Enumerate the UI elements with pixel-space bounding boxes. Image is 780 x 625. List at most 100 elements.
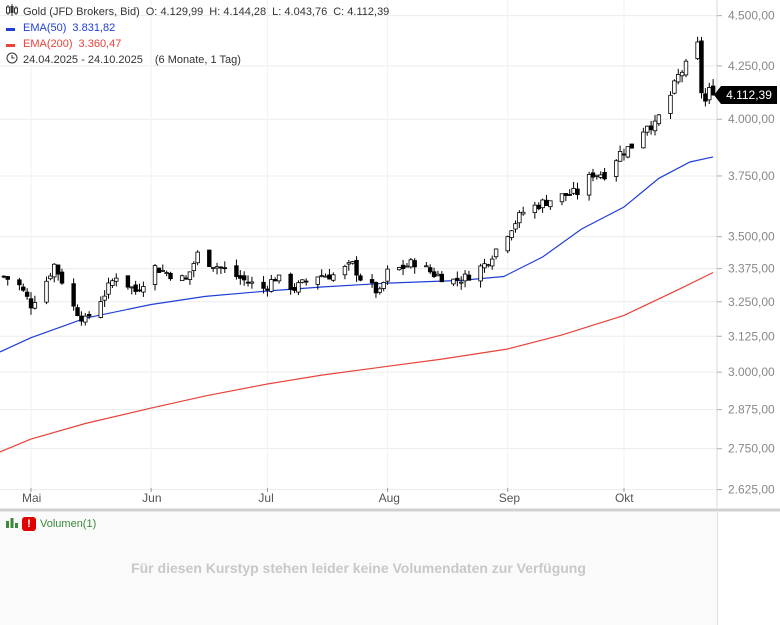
- candle: [617, 145, 623, 162]
- candle: [156, 267, 162, 273]
- candle: [699, 36, 704, 99]
- legend-period-row: 24.04.2025 - 24.10.2025 (6 Monate, 1 Tag…: [6, 52, 389, 68]
- open-value: 4.129,99: [160, 6, 204, 18]
- y-tick-label: 3.000,00: [728, 365, 775, 379]
- candle-body: [241, 275, 247, 281]
- candle-body: [614, 160, 619, 177]
- x-tick-label: Aug: [379, 491, 400, 505]
- candle: [648, 120, 654, 135]
- candle: [703, 88, 708, 107]
- candle: [300, 279, 305, 284]
- candle-body: [28, 298, 34, 309]
- ema200-swatch: [6, 44, 15, 47]
- candle-body: [478, 265, 483, 282]
- candle-body: [207, 249, 212, 267]
- ema200-value: 3.360,47: [78, 38, 122, 50]
- candle: [44, 276, 49, 305]
- candle: [590, 168, 596, 182]
- candle-body: [52, 263, 57, 278]
- candle-body: [602, 171, 607, 180]
- candle: [17, 277, 22, 291]
- candle: [327, 268, 332, 280]
- candlestick-series[interactable]: [1, 36, 716, 326]
- ema50-swatch: [6, 28, 15, 31]
- candle-body: [629, 143, 634, 149]
- high-value: 4.144,28: [223, 6, 267, 18]
- candle-body: [377, 288, 383, 293]
- candle-body: [137, 289, 142, 292]
- exclamation-icon[interactable]: !: [22, 517, 36, 531]
- candle-body: [296, 282, 301, 293]
- candle: [315, 276, 321, 290]
- candle: [303, 278, 309, 286]
- candle-body: [648, 125, 654, 131]
- low-label: L:: [272, 6, 282, 18]
- candle: [625, 146, 631, 159]
- candle-body: [17, 279, 22, 286]
- candle: [536, 202, 541, 211]
- candle-body: [187, 271, 193, 280]
- candle-body: [672, 80, 677, 94]
- candle-body: [373, 282, 379, 294]
- candle-body: [548, 200, 553, 208]
- candle-body: [160, 269, 165, 272]
- candle-body: [400, 264, 406, 269]
- candle: [79, 311, 84, 326]
- candle: [110, 278, 115, 289]
- candle: [412, 258, 417, 274]
- candle-body: [385, 268, 390, 282]
- candle-body: [559, 193, 565, 203]
- candle-body: [563, 193, 569, 196]
- candle: [377, 286, 383, 295]
- candle-body: [381, 282, 386, 289]
- price-chart[interactable]: Mai Jun Jul Aug Sep Okt 4.500,00 4.250,00 4.000…: [0, 0, 780, 512]
- candle: [71, 278, 76, 311]
- candle: [486, 263, 491, 268]
- instrument-name: Gold (JFD Brokers, Bid): [23, 6, 140, 18]
- candle: [59, 268, 65, 285]
- candle: [133, 280, 138, 295]
- candle-body: [191, 263, 196, 272]
- candle: [614, 159, 619, 182]
- legend-ema50-row[interactable]: EMA(50) 3.831,82: [6, 20, 389, 36]
- candle-body: [48, 275, 53, 280]
- bar-chart-icon: [6, 517, 18, 531]
- candle-body: [98, 301, 103, 318]
- candle: [98, 296, 103, 319]
- volume-header[interactable]: ! Volumen(1): [6, 517, 96, 531]
- candle-body: [486, 264, 491, 267]
- candle-body: [24, 291, 30, 297]
- candle-body: [183, 277, 189, 280]
- candle-body: [59, 271, 65, 284]
- candle-body: [571, 188, 576, 194]
- candle: [83, 313, 88, 326]
- candle: [563, 193, 569, 202]
- candle-body: [141, 286, 146, 293]
- candle-body: [106, 282, 111, 295]
- volume-pane[interactable]: ! Volumen(1) Für diesen Kurstyp stehen l…: [0, 512, 718, 625]
- candle: [350, 260, 355, 265]
- candle-body: [427, 267, 433, 273]
- candle: [238, 270, 243, 285]
- no-volume-message: Für diesen Kurstyp stehen leider keine V…: [131, 560, 586, 576]
- candle: [521, 206, 526, 216]
- candle: [478, 263, 483, 288]
- legend-ema200-row[interactable]: EMA(200) 3.360,47: [6, 36, 389, 52]
- candle: [544, 194, 549, 207]
- y-tick-label: 4.250,00: [728, 59, 775, 73]
- y-tick-label: 4.000,00: [728, 112, 775, 126]
- candle: [459, 276, 464, 290]
- ema50-line-group: [0, 156, 714, 353]
- candle-body: [683, 60, 689, 76]
- candle-body: [594, 174, 600, 177]
- candle-body: [319, 275, 324, 278]
- candle-body: [218, 266, 224, 269]
- candle: [369, 273, 375, 288]
- candle-body: [1, 275, 7, 278]
- candle-body: [44, 280, 49, 303]
- candle: [435, 270, 441, 277]
- candle: [137, 283, 142, 293]
- candle-body: [32, 302, 38, 309]
- candle: [683, 58, 689, 78]
- candle: [234, 259, 239, 280]
